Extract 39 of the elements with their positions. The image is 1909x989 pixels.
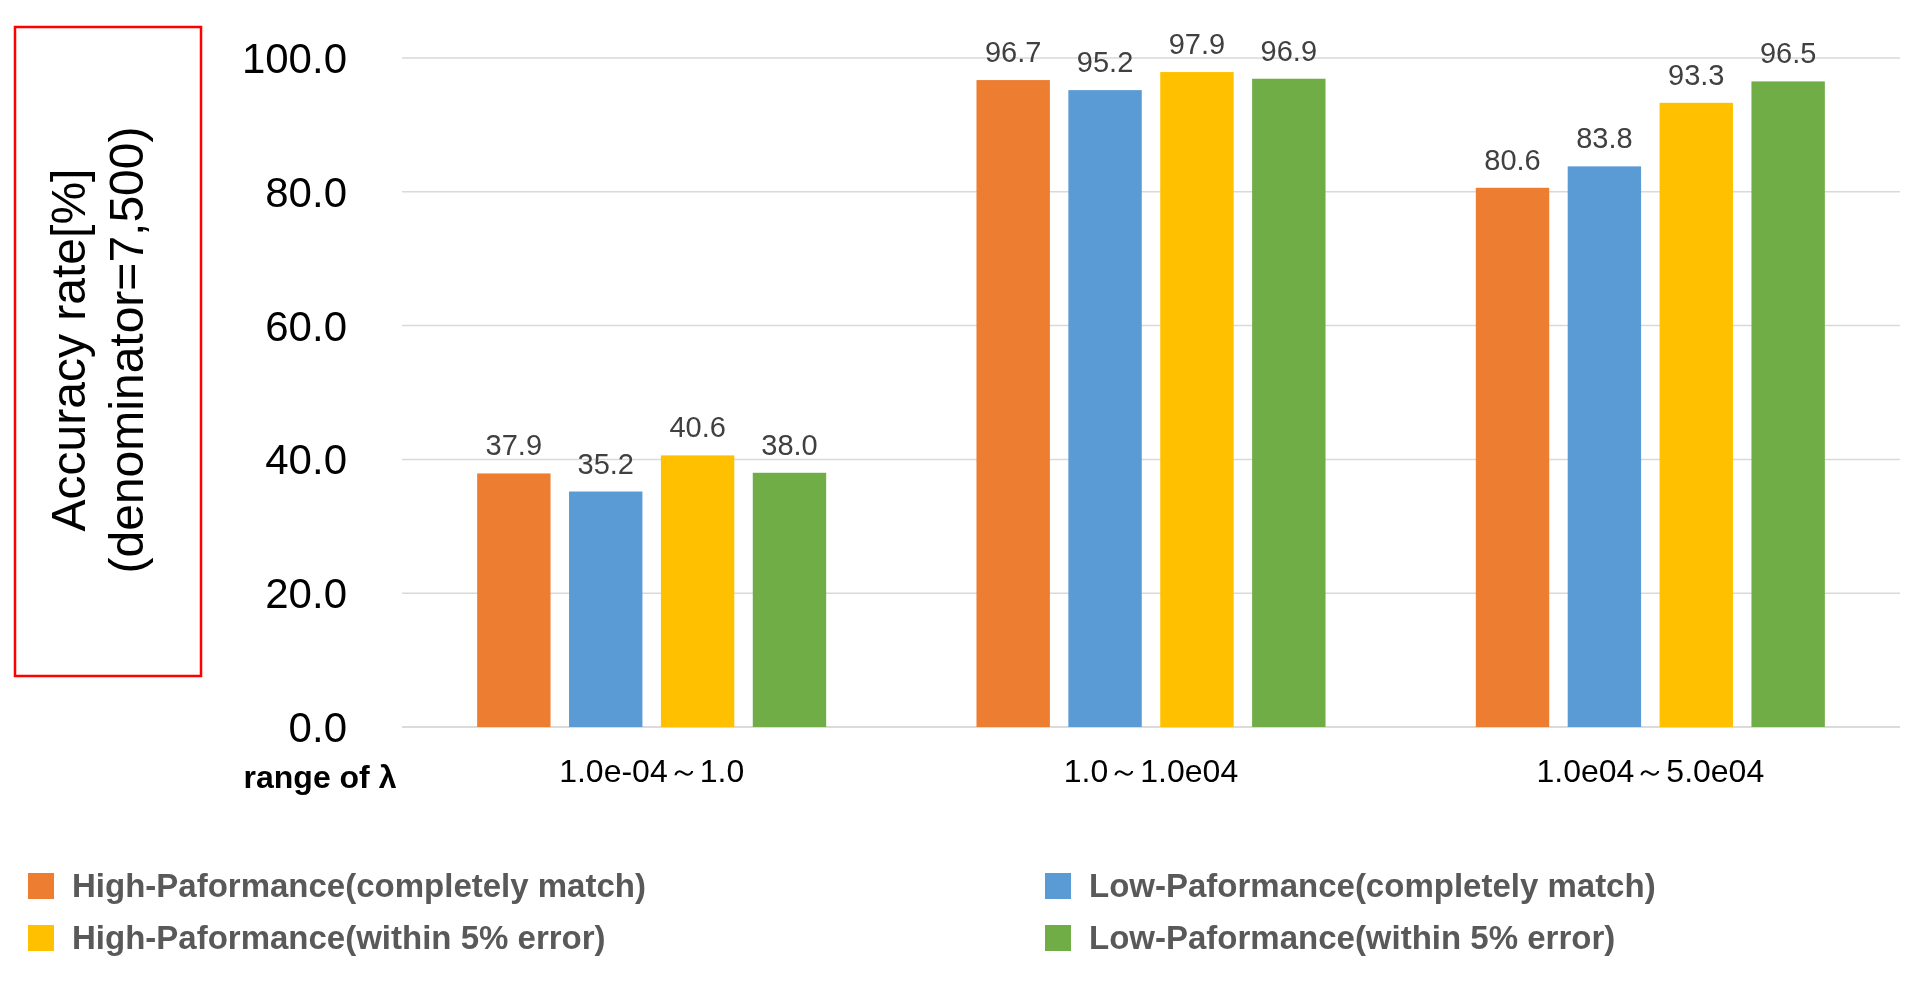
x-tick-label: 1.0e-04～1.0 [559, 753, 745, 789]
y-tick-label: 0.0 [288, 704, 347, 751]
y-axis-title: Accuracy rate[%] (denominator=7,500) [42, 126, 153, 574]
bar [1751, 81, 1825, 727]
y-tick-label: 80.0 [265, 168, 347, 216]
x-tick-label: 1.0～1.0e04 [1063, 753, 1239, 789]
data-label: 96.7 [984, 36, 1042, 69]
bar [752, 472, 827, 727]
bar [1068, 90, 1142, 727]
data-label: 80.6 [1484, 143, 1541, 176]
bar [660, 455, 735, 727]
data-label: 93.3 [1668, 58, 1725, 91]
bar [477, 473, 551, 727]
data-label: 35.2 [577, 447, 634, 480]
data-label: 96.9 [1260, 34, 1318, 67]
x-tick-label: 1.0e04～5.0e04 [1536, 753, 1765, 789]
data-label: 83.8 [1576, 122, 1633, 155]
y-tick-label: 40.0 [265, 436, 347, 484]
legend-label: High-Paformance(within 5% error) [72, 919, 606, 956]
data-label: 40.6 [669, 411, 726, 444]
y-tick-label: 20.0 [265, 570, 347, 618]
bar [976, 80, 1050, 727]
bar [1567, 166, 1642, 727]
bar [1160, 72, 1234, 727]
x-axis-title: range of λ [243, 759, 397, 795]
data-label: 97.9 [1168, 28, 1226, 61]
bar [1475, 187, 1550, 727]
legend-label: Low-Paformance(within 5% error) [1089, 919, 1616, 956]
data-label: 37.9 [485, 429, 543, 462]
data-label: 95.2 [1076, 46, 1134, 79]
bar [1659, 102, 1733, 727]
legend-label: High-Paformance(completely match) [72, 867, 646, 904]
bar [1252, 78, 1326, 727]
data-label: 96.5 [1759, 37, 1817, 70]
data-label: 38.0 [761, 428, 818, 461]
bar [569, 491, 643, 727]
y-tick-label: 60.0 [265, 302, 347, 350]
legend-label: Low-Paformance(completely match) [1089, 867, 1656, 904]
y-tick-label: 100.0 [241, 35, 347, 82]
